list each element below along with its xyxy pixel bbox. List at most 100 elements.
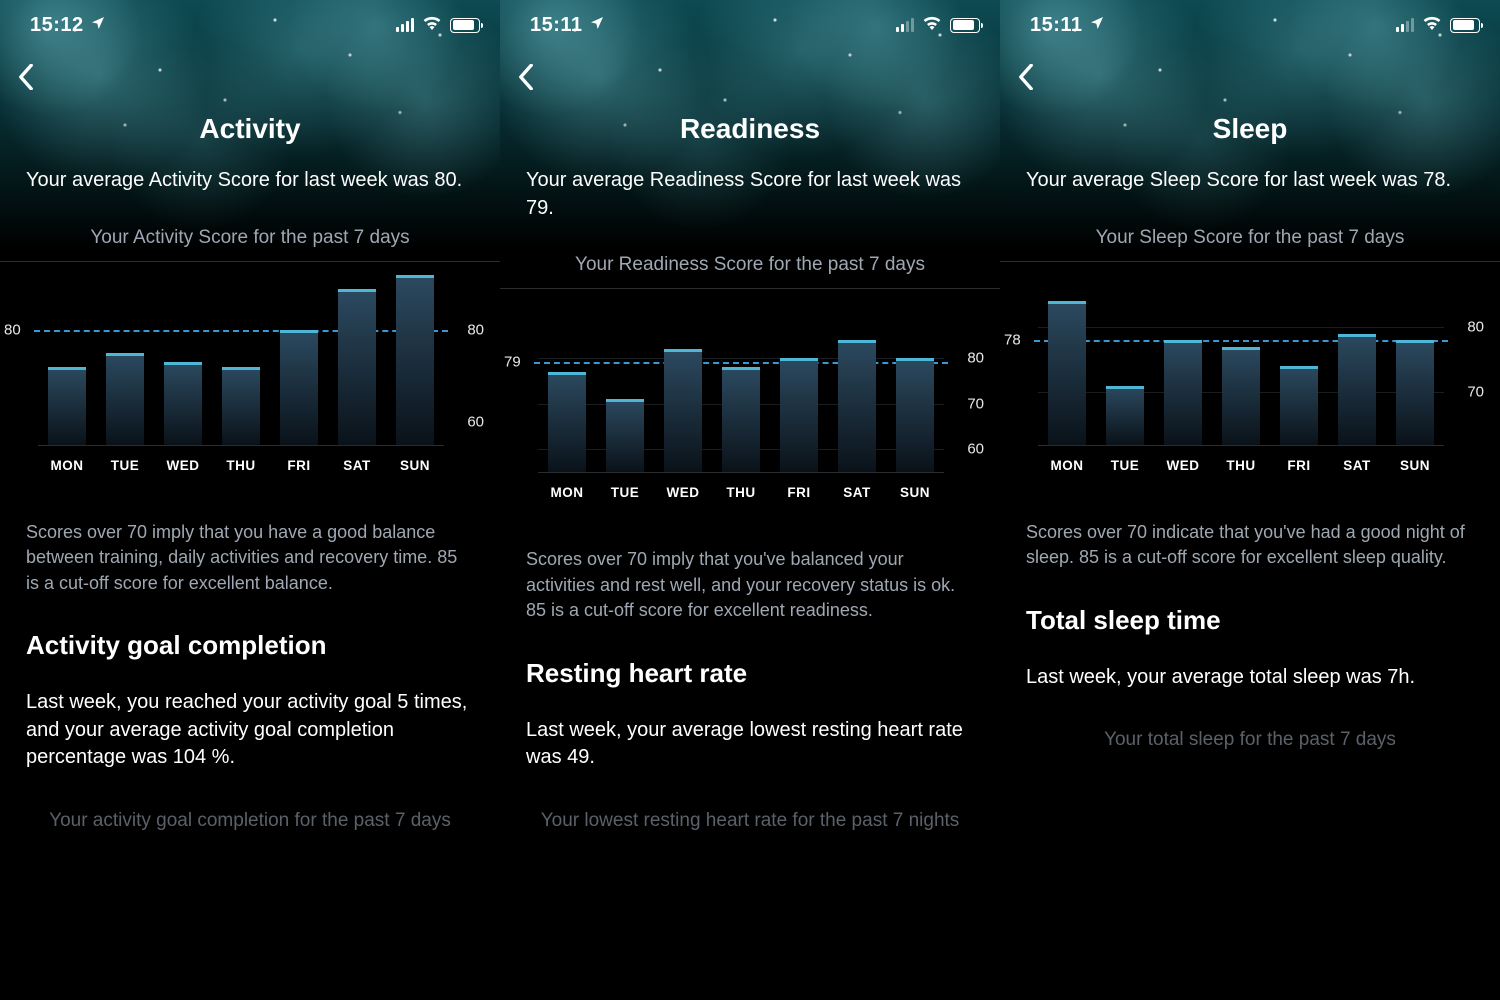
back-button[interactable]: [500, 50, 1000, 97]
x-label: SUN: [900, 485, 930, 500]
back-button[interactable]: [1000, 50, 1500, 97]
battery-icon: [450, 18, 480, 33]
cellular-icon: [896, 18, 914, 32]
status-right: [896, 15, 980, 35]
bar-column: SUN: [1386, 262, 1444, 445]
x-label: THU: [726, 485, 755, 500]
bar-cap: [106, 353, 144, 356]
bar: [548, 372, 586, 473]
chart-subhead: Your Sleep Score for the past 7 days: [1000, 219, 1500, 259]
x-label: THU: [1226, 458, 1255, 473]
score-chart: 80 60 80 MONTUEWEDTHUFRISATSUN: [0, 262, 500, 482]
status-bar: 15:11: [1000, 0, 1500, 50]
bar-column: WED: [1154, 262, 1212, 445]
y-tick-label: 70: [1467, 384, 1484, 401]
bar-column: TUE: [596, 289, 654, 472]
bar-cap: [396, 275, 434, 278]
bar: [280, 330, 318, 444]
bar-cap: [838, 340, 876, 343]
section-body: Last week, you reached your activity goa…: [0, 671, 500, 782]
bar: [1338, 334, 1376, 445]
bar-column: FRI: [270, 262, 328, 445]
y-tick-label: 70: [967, 395, 984, 412]
status-left: 15:11: [530, 14, 605, 37]
average-label: 78: [1004, 332, 1021, 349]
x-label: TUE: [611, 485, 640, 500]
bar-cap: [1106, 386, 1144, 389]
bar: [664, 349, 702, 473]
location-icon: [1089, 14, 1105, 37]
x-label: SUN: [400, 458, 430, 473]
bars: MONTUEWEDTHUFRISATSUN: [38, 262, 444, 445]
x-label: WED: [667, 485, 700, 500]
cellular-icon: [396, 18, 414, 32]
bar-cap: [338, 289, 376, 292]
average-label: 79: [504, 354, 521, 371]
bars: MONTUEWEDTHUFRISATSUN: [1038, 262, 1444, 445]
section-title: Resting heart rate: [500, 644, 1000, 699]
bars: MONTUEWEDTHUFRISATSUN: [538, 289, 944, 472]
bar-cap: [48, 367, 86, 370]
page-title: Readiness: [500, 97, 1000, 167]
bar-cap: [896, 358, 934, 361]
bar-column: MON: [538, 289, 596, 472]
summary-text: Your average Sleep Score for last week w…: [1000, 167, 1500, 219]
x-label: SAT: [1343, 458, 1371, 473]
faded-subhead: Your lowest resting heart rate for the p…: [500, 782, 1000, 832]
x-label: SAT: [843, 485, 871, 500]
bar-column: TUE: [1096, 262, 1154, 445]
bar-column: FRI: [1270, 262, 1328, 445]
score-chart: 807078MONTUEWEDTHUFRISATSUN: [1000, 262, 1500, 482]
bar-column: THU: [1212, 262, 1270, 445]
section-title: Total sleep time: [1000, 591, 1500, 646]
y-tick-label: 80: [467, 322, 484, 339]
y-tick-label: 80: [967, 349, 984, 366]
bar-column: SAT: [328, 262, 386, 445]
cellular-icon: [1396, 18, 1414, 32]
bar-column: THU: [212, 262, 270, 445]
battery-fill: [953, 20, 975, 30]
x-label: TUE: [1111, 458, 1140, 473]
bar-cap: [722, 367, 760, 370]
status-right: [1396, 15, 1480, 35]
bar-column: SAT: [828, 289, 886, 472]
bar-cap: [1280, 366, 1318, 369]
faded-subhead: Your activity goal completion for the pa…: [0, 782, 500, 832]
chart-note: Scores over 70 imply that you've balance…: [500, 509, 1000, 644]
status-right: [396, 15, 480, 35]
summary-text: Your average Readiness Score for last we…: [500, 167, 1000, 246]
battery-icon: [1450, 18, 1480, 33]
bar-column: FRI: [770, 289, 828, 472]
bar-cap: [1048, 301, 1086, 304]
back-button[interactable]: [0, 50, 500, 97]
location-icon: [589, 14, 605, 37]
bar: [164, 362, 202, 444]
bar-cap: [1164, 340, 1202, 343]
bar: [606, 399, 644, 472]
x-label: FRI: [787, 485, 810, 500]
location-icon: [90, 14, 106, 37]
chart-subhead: Your Readiness Score for the past 7 days: [500, 246, 1000, 286]
bar-cap: [222, 367, 260, 370]
bar-cap: [1396, 340, 1434, 343]
bar: [1106, 386, 1144, 445]
chart-note: Scores over 70 imply that you have a goo…: [0, 482, 500, 617]
battery-fill: [1453, 20, 1475, 30]
x-label: SAT: [343, 458, 371, 473]
y-tick-label: 60: [467, 413, 484, 430]
x-label: THU: [226, 458, 255, 473]
x-label: FRI: [1287, 458, 1310, 473]
wifi-icon: [922, 15, 942, 35]
chart-note: Scores over 70 indicate that you've had …: [1000, 482, 1500, 591]
bar-cap: [1222, 347, 1260, 350]
score-chart: 80706079MONTUEWEDTHUFRISATSUN: [500, 289, 1000, 509]
x-label: MON: [551, 485, 584, 500]
bar: [1164, 340, 1202, 445]
bar: [896, 358, 934, 472]
bar: [780, 358, 818, 472]
average-label: 80: [4, 322, 21, 339]
wifi-icon: [422, 15, 442, 35]
panel: 15:11SleepYour average Sleep Score for l…: [1000, 0, 1500, 1000]
status-left: 15:12: [30, 14, 106, 37]
bar-cap: [548, 372, 586, 375]
